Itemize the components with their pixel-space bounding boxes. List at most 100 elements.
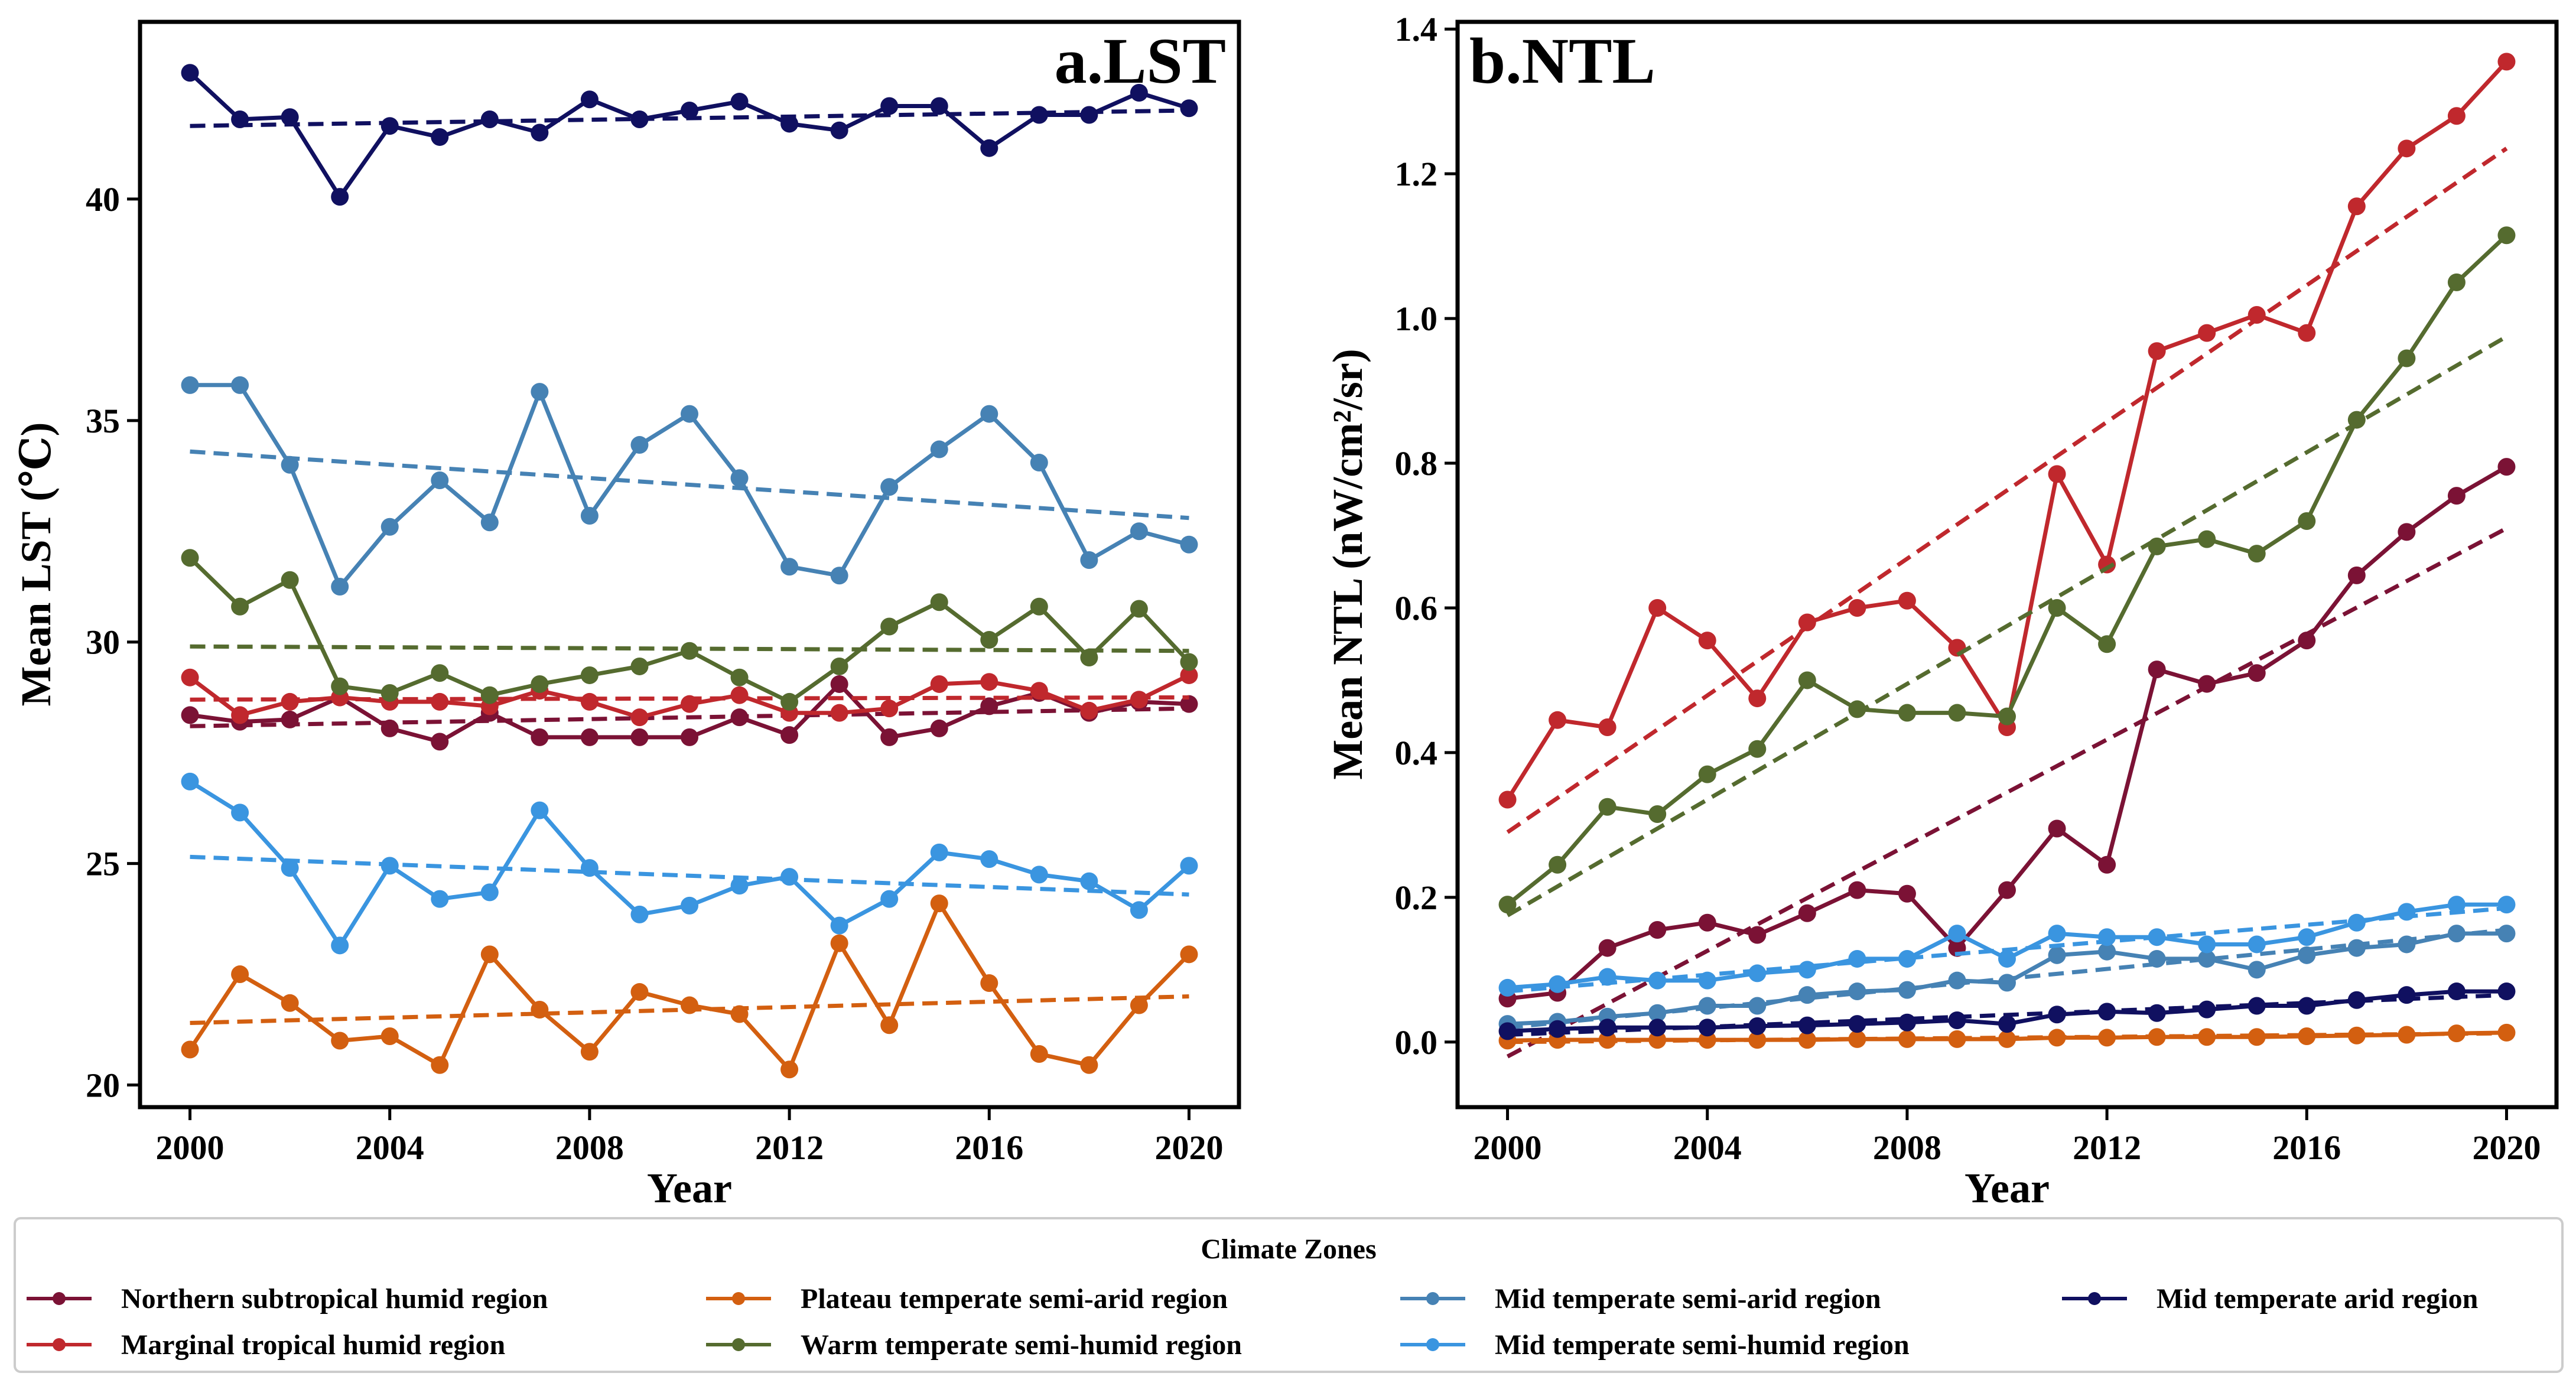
lst-point-northern-subtropical-humid-region <box>181 706 199 724</box>
ntl-point-mid-temperate-semi-arid-region <box>2398 935 2416 954</box>
lst-point-warm-temperate-semi-humid-region <box>580 666 599 684</box>
ntl-point-mid-temperate-arid-region <box>1748 1017 1767 1035</box>
ntl-point-mid-temperate-arid-region <box>1798 1016 1816 1034</box>
ntl-point-mid-temperate-semi-humid-region <box>1698 971 1716 990</box>
lst-point-mid-temperate-semi-arid-region <box>880 478 899 496</box>
lst-point-plateau-temperate-semi-arid-region <box>531 1001 549 1019</box>
ntl-point-mid-temperate-semi-humid-region <box>2347 913 2366 932</box>
legend-frame <box>14 1217 2564 1373</box>
ntl-x-tick-label: 2000 <box>1474 1128 1542 1167</box>
ntl-point-northern-subtropical-humid-region <box>1748 926 1767 944</box>
ntl-point-mid-temperate-arid-region <box>1998 1015 2016 1033</box>
ntl-point-marginal-tropical-humid-region <box>1898 591 1916 610</box>
ntl-point-northern-subtropical-humid-region <box>2497 458 2516 476</box>
lst-point-mid-temperate-semi-arid-region <box>380 518 399 536</box>
lst-point-mid-temperate-arid-region <box>830 121 848 139</box>
lst-y-axis-label: Mean LST (℃) <box>12 422 60 707</box>
ntl-point-mid-temperate-arid-region <box>2497 982 2516 1001</box>
lst-point-warm-temperate-semi-humid-region <box>630 657 649 675</box>
legend-entry: Warm temperate semi-humid region <box>706 1329 1242 1361</box>
legend-entry: Mid temperate arid region <box>2062 1283 2478 1315</box>
ntl-point-plateau-temperate-semi-arid-region <box>1898 1030 1916 1048</box>
ntl-point-marginal-tropical-humid-region <box>2497 53 2516 71</box>
lst-point-plateau-temperate-semi-arid-region <box>630 983 649 1001</box>
lst-point-mid-temperate-semi-arid-region <box>681 405 698 423</box>
ntl-point-plateau-temperate-semi-arid-region <box>2148 1028 2166 1046</box>
ntl-panel-title: b.NTL <box>1469 25 1655 97</box>
ntl-point-warm-temperate-semi-humid-region <box>2098 635 2116 653</box>
lst-point-mid-temperate-arid-region <box>531 123 549 142</box>
ntl-point-northern-subtropical-humid-region <box>2048 819 2066 838</box>
lst-point-warm-temperate-semi-humid-region <box>331 677 349 695</box>
ntl-point-mid-temperate-semi-arid-region <box>1748 997 1767 1015</box>
ntl-point-mid-temperate-arid-region <box>2248 997 2266 1015</box>
ntl-point-mid-temperate-semi-arid-region <box>1648 1004 1667 1022</box>
ntl-point-mid-temperate-semi-arid-region <box>1898 981 1916 999</box>
ntl-point-marginal-tropical-humid-region <box>1748 689 1767 708</box>
lst-point-marginal-tropical-humid-region <box>1180 666 1198 684</box>
ntl-point-mid-temperate-semi-arid-region <box>2148 949 2166 968</box>
lst-trend-northern-subtropical-humid-region <box>190 706 1189 728</box>
lst-point-mid-temperate-semi-humid-region <box>730 877 749 895</box>
legend-label: Mid temperate arid region <box>2157 1283 2478 1315</box>
lst-point-plateau-temperate-semi-arid-region <box>181 1040 199 1059</box>
ntl-point-mid-temperate-arid-region <box>2298 997 2316 1015</box>
lst-point-plateau-temperate-semi-arid-region <box>780 1060 799 1079</box>
lst-point-mid-temperate-arid-region <box>1180 99 1198 118</box>
lst-point-mid-temperate-semi-arid-region <box>930 440 948 458</box>
ntl-point-mid-temperate-semi-humid-region <box>1848 949 1866 968</box>
legend-label: Plateau temperate semi-arid region <box>801 1283 1228 1315</box>
ntl-point-northern-subtropical-humid-region <box>1698 913 1716 932</box>
lst-point-mid-temperate-semi-humid-region <box>1030 866 1048 884</box>
ntl-point-mid-temperate-semi-humid-region <box>1798 961 1816 979</box>
ntl-point-plateau-temperate-semi-arid-region <box>1848 1030 1866 1048</box>
ntl-point-warm-temperate-semi-humid-region <box>1948 704 1966 722</box>
legend-entry: Plateau temperate semi-arid region <box>706 1283 1228 1315</box>
lst-point-warm-temperate-semi-humid-region <box>1080 648 1098 666</box>
ntl-point-warm-temperate-semi-humid-region <box>2347 411 2366 429</box>
ntl-point-marginal-tropical-humid-region <box>2148 342 2166 360</box>
ntl-point-warm-temperate-semi-humid-region <box>1748 740 1767 758</box>
ntl-point-mid-temperate-semi-arid-region <box>2447 925 2466 943</box>
lst-point-warm-temperate-semi-humid-region <box>480 686 499 704</box>
lst-y-tick-label: 35 <box>86 402 120 440</box>
lst-point-mid-temperate-arid-region <box>730 92 749 110</box>
lst-point-northern-subtropical-humid-region <box>681 728 698 746</box>
lst-point-plateau-temperate-semi-arid-region <box>1030 1045 1048 1063</box>
lst-point-marginal-tropical-humid-region <box>431 692 449 711</box>
ntl-y-tick-label: 0.2 <box>1395 879 1438 917</box>
lst-point-warm-temperate-semi-humid-region <box>431 664 449 682</box>
ntl-point-plateau-temperate-semi-arid-region <box>1648 1031 1667 1049</box>
lst-point-marginal-tropical-humid-region <box>880 699 899 718</box>
legend-entry: Mid temperate semi-humid region <box>1400 1329 1910 1361</box>
legend-marker <box>1426 1338 1439 1351</box>
ntl-point-plateau-temperate-semi-arid-region <box>2298 1027 2316 1045</box>
lst-point-mid-temperate-semi-arid-region <box>1030 454 1048 472</box>
ntl-point-marginal-tropical-humid-region <box>2298 324 2316 342</box>
ntl-point-mid-temperate-semi-humid-region <box>2148 928 2166 946</box>
legend-entry: Mid temperate semi-arid region <box>1400 1283 1881 1315</box>
legend: Climate Zones Northern subtropical humid… <box>14 1217 2564 1373</box>
lst-point-mid-temperate-semi-arid-region <box>331 577 349 596</box>
lst-point-mid-temperate-arid-region <box>431 128 449 146</box>
lst-x-tick-label: 2008 <box>555 1128 624 1167</box>
ntl-point-mid-temperate-arid-region <box>1498 1022 1517 1040</box>
ntl-y-tick-label: 1.2 <box>1395 155 1438 193</box>
lst-point-marginal-tropical-humid-region <box>730 686 749 704</box>
lst-panel: a.LST 2000 2004 2008 2012 2016 20202025303540… <box>12 19 1241 1212</box>
ntl-point-mid-temperate-semi-arid-region <box>2347 939 2366 957</box>
ntl-point-mid-temperate-semi-humid-region <box>1648 971 1667 990</box>
ntl-y-tick-label: 0.0 <box>1395 1023 1438 1062</box>
ntl-point-mid-temperate-semi-humid-region <box>2298 928 2316 946</box>
lst-point-mid-temperate-semi-humid-region <box>281 859 299 877</box>
legend-marker <box>53 1338 66 1351</box>
lst-point-northern-subtropical-humid-region <box>730 708 749 727</box>
lst-point-mid-temperate-arid-region <box>480 110 499 128</box>
lst-point-warm-temperate-semi-humid-region <box>930 593 948 611</box>
lst-point-marginal-tropical-humid-region <box>1130 691 1148 709</box>
lst-point-plateau-temperate-semi-arid-region <box>681 996 698 1014</box>
ntl-point-plateau-temperate-semi-arid-region <box>2098 1029 2116 1047</box>
ntl-point-mid-temperate-arid-region <box>2398 986 2416 1004</box>
legend-label: Northern subtropical humid region <box>121 1283 548 1315</box>
lst-point-marginal-tropical-humid-region <box>681 695 698 713</box>
